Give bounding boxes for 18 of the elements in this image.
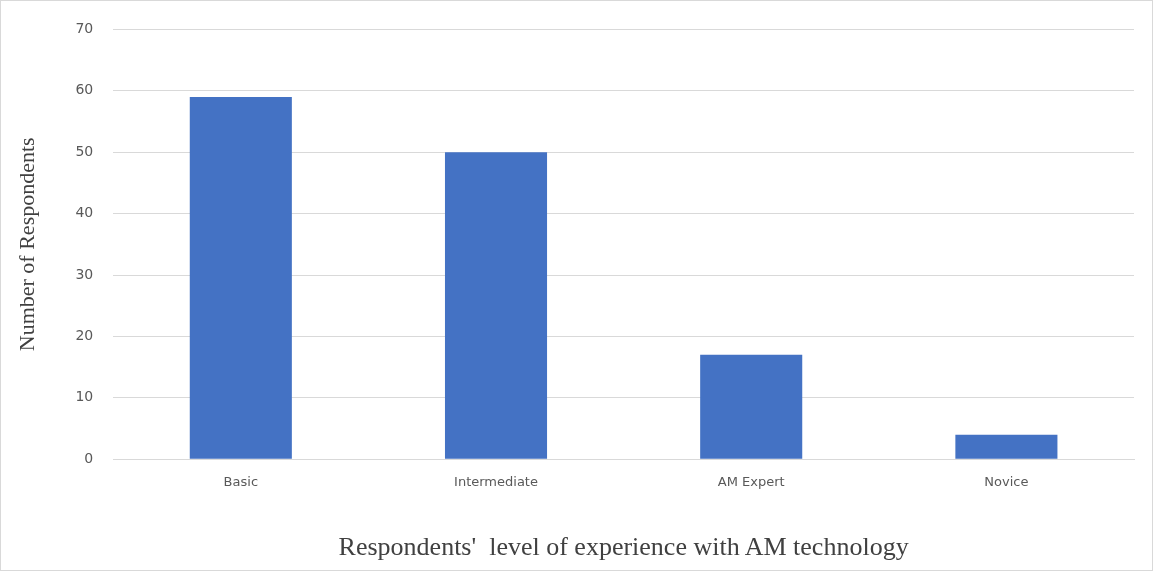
bar	[955, 434, 1058, 459]
y-tick-label: 0	[84, 449, 94, 466]
y-tick-label: 50	[75, 142, 94, 159]
y-tick-label: 40	[75, 204, 94, 221]
y-tick-label: 70	[75, 20, 94, 37]
x-tick-label: AM Expert	[717, 474, 785, 490]
bar	[700, 354, 803, 459]
bar	[189, 96, 292, 459]
bar	[444, 152, 548, 459]
x-tick-label: Novice	[984, 474, 1029, 490]
y-axis-title: Number of Respondents	[13, 137, 39, 352]
x-tick-label: Intermediate	[454, 474, 538, 490]
x-tick-label: Basic	[223, 474, 259, 490]
y-tick-label: 30	[75, 265, 94, 282]
y-tick-label: 10	[75, 388, 94, 405]
x-axis-title: Respondents' level of experience with AM technology	[338, 532, 909, 562]
y-tick-label: 20	[75, 327, 94, 344]
y-tick-label: 60	[75, 81, 94, 98]
